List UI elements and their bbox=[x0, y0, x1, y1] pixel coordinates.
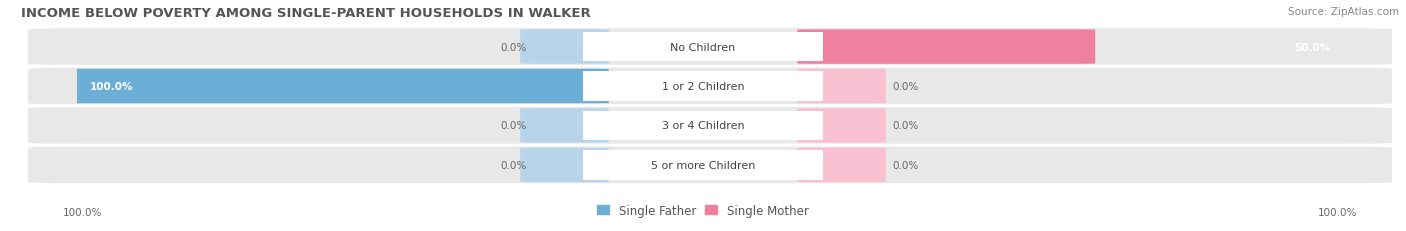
Text: 1 or 2 Children: 1 or 2 Children bbox=[662, 82, 744, 92]
FancyBboxPatch shape bbox=[27, 67, 1393, 106]
Text: Source: ZipAtlas.com: Source: ZipAtlas.com bbox=[1288, 7, 1399, 17]
Text: 0.0%: 0.0% bbox=[893, 121, 918, 131]
FancyBboxPatch shape bbox=[797, 148, 886, 182]
FancyBboxPatch shape bbox=[27, 146, 1393, 185]
Text: 100.0%: 100.0% bbox=[63, 207, 103, 218]
FancyBboxPatch shape bbox=[520, 30, 609, 64]
Text: 5 or more Children: 5 or more Children bbox=[651, 160, 755, 170]
Text: 50.0%: 50.0% bbox=[1294, 42, 1330, 52]
Text: 0.0%: 0.0% bbox=[501, 121, 527, 131]
FancyBboxPatch shape bbox=[564, 109, 842, 143]
FancyBboxPatch shape bbox=[27, 106, 1393, 146]
FancyBboxPatch shape bbox=[564, 148, 842, 182]
FancyBboxPatch shape bbox=[564, 30, 842, 64]
Text: 3 or 4 Children: 3 or 4 Children bbox=[662, 121, 744, 131]
FancyBboxPatch shape bbox=[520, 148, 609, 182]
FancyBboxPatch shape bbox=[27, 28, 1393, 67]
Text: 100.0%: 100.0% bbox=[90, 82, 134, 92]
FancyBboxPatch shape bbox=[797, 30, 1095, 64]
Text: 0.0%: 0.0% bbox=[501, 160, 527, 170]
Text: 100.0%: 100.0% bbox=[1317, 207, 1357, 218]
FancyBboxPatch shape bbox=[520, 109, 609, 143]
Text: INCOME BELOW POVERTY AMONG SINGLE-PARENT HOUSEHOLDS IN WALKER: INCOME BELOW POVERTY AMONG SINGLE-PARENT… bbox=[21, 7, 591, 20]
FancyBboxPatch shape bbox=[564, 70, 842, 103]
Text: 0.0%: 0.0% bbox=[501, 42, 527, 52]
Text: 0.0%: 0.0% bbox=[893, 82, 918, 92]
FancyBboxPatch shape bbox=[797, 109, 886, 143]
FancyBboxPatch shape bbox=[65, 70, 609, 104]
FancyBboxPatch shape bbox=[797, 70, 886, 104]
Legend: Single Father, Single Mother: Single Father, Single Mother bbox=[598, 204, 808, 217]
Text: 0.0%: 0.0% bbox=[893, 160, 918, 170]
Text: No Children: No Children bbox=[671, 42, 735, 52]
